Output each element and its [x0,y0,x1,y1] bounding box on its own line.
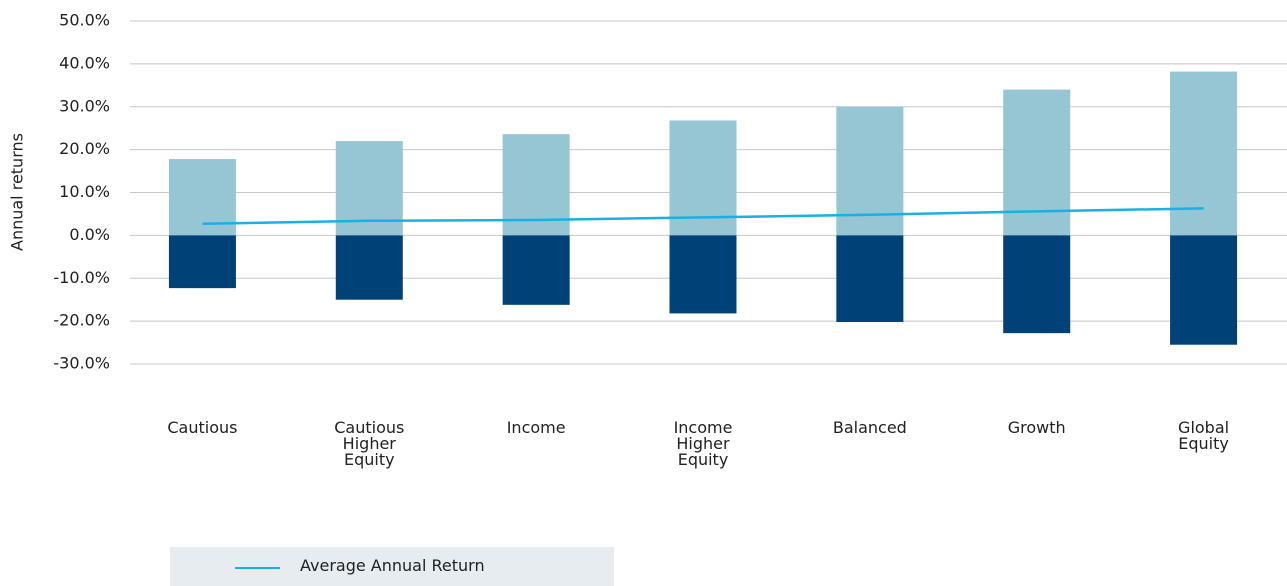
bar [168,235,236,289]
x-tick-label: Cautious [167,418,238,437]
bar [1003,235,1071,334]
line [202,207,1204,226]
x-tick-label: Balanced [832,418,907,437]
bar [1003,89,1071,236]
y-tick-label: 0.0% [69,225,110,244]
y-tick-label: -20.0% [53,311,110,330]
bar [669,235,737,314]
legend-swatch [235,567,280,569]
legend: Average Annual Return [170,547,614,586]
y-tick-label: -30.0% [53,354,110,373]
bar [836,235,904,322]
x-tick-label: Income Higher Equity [673,418,733,469]
x-tick-label: Income [506,418,566,437]
bar [335,235,403,300]
bar [1170,71,1238,236]
y-axis-title: Annual returns [8,133,27,251]
bar [502,235,570,305]
y-tick-label: 20.0% [59,139,110,158]
y-tick-label: 30.0% [59,96,110,115]
x-tick-label: Cautious Higher Equity [334,418,405,469]
x-tick-label: Global Equity [1178,418,1230,453]
y-tick-label: 50.0% [59,11,110,30]
y-tick-label: 10.0% [59,182,110,201]
y-tick-label: 40.0% [59,53,110,72]
bar [1170,235,1238,345]
y-tick-label: -10.0% [53,268,110,287]
x-tick-label: Growth [1007,418,1066,437]
legend-label: Average Annual Return [300,556,485,575]
